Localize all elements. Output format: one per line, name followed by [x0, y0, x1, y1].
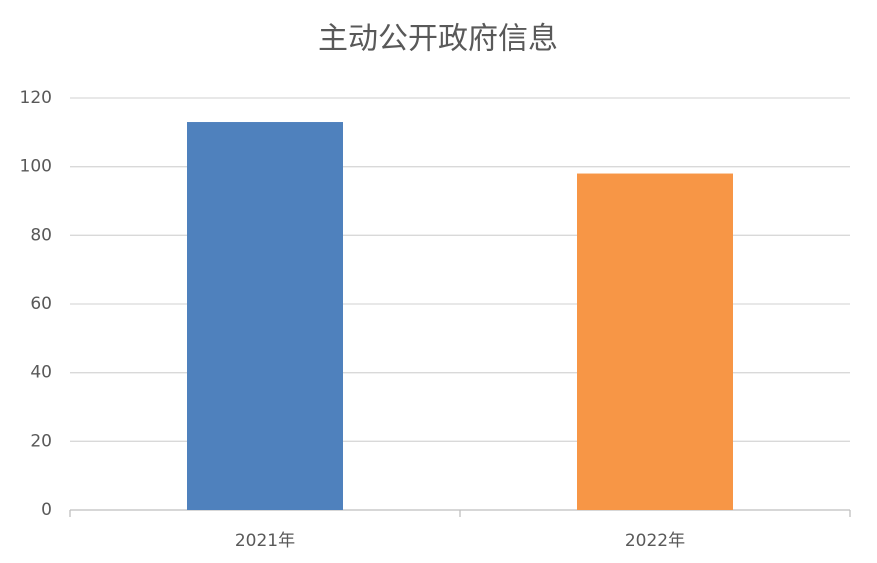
y-tick-label: 80 — [30, 225, 52, 245]
y-tick-label: 60 — [30, 294, 52, 314]
chart-title: 主动公开政府信息 — [318, 22, 558, 57]
y-tick-label: 100 — [20, 157, 52, 177]
y-tick-label: 20 — [30, 431, 52, 451]
bar — [187, 122, 343, 511]
x-tick-label: 2022年 — [625, 531, 685, 551]
y-tick-label: 120 — [20, 88, 52, 108]
bar — [577, 173, 733, 511]
y-tick-label: 0 — [41, 500, 52, 520]
x-tick-label: 2021年 — [235, 531, 295, 551]
y-tick-label: 40 — [30, 363, 52, 383]
